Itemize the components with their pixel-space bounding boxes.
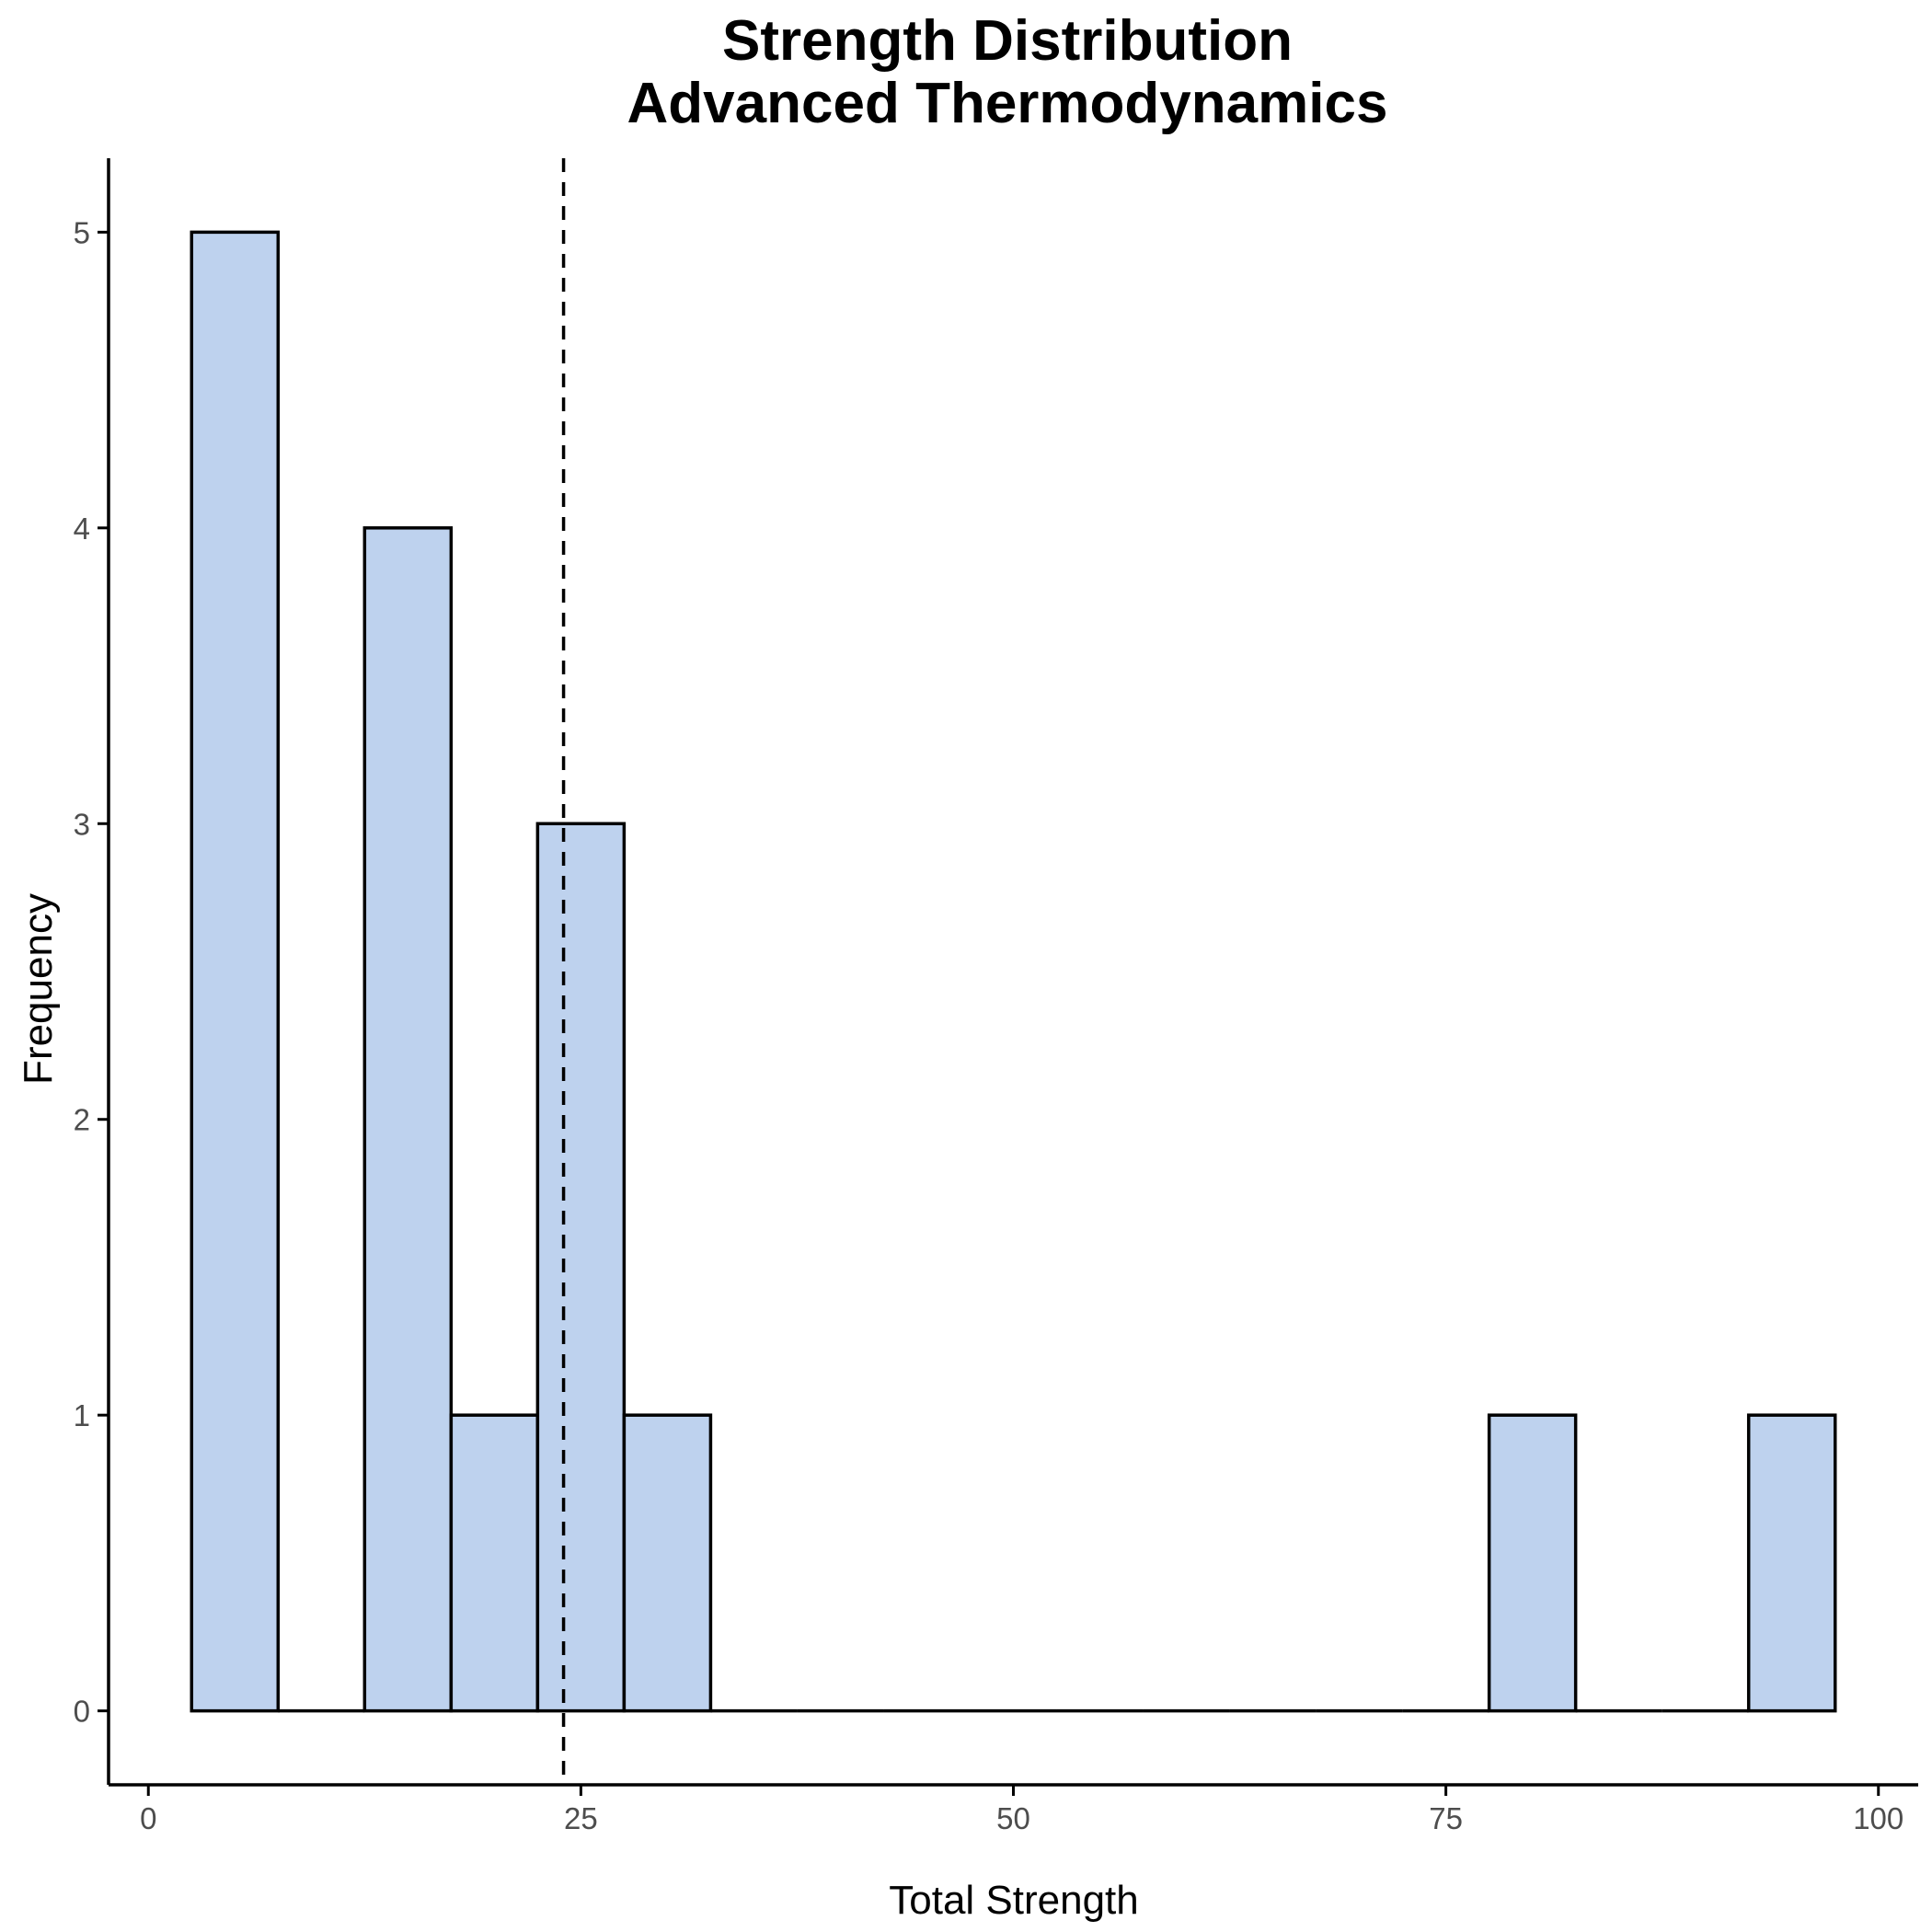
x-tick-label-75: 75 [1429, 1801, 1463, 1835]
y-tick-label-0: 0 [74, 1695, 90, 1729]
histogram-bar-4 [535, 822, 627, 1713]
y-tick-label-5: 5 [74, 215, 90, 249]
histogram-bar-3 [449, 1413, 540, 1713]
x-tick-label-100: 100 [1853, 1801, 1903, 1835]
chart-title-line-1: Strength Distribution [722, 9, 1293, 73]
y-tick-label-1: 1 [74, 1398, 90, 1432]
x-tick-label-0: 0 [140, 1801, 156, 1835]
histogram-bar-18 [1746, 1413, 1837, 1713]
chart-title-line-2: Advanced Thermodynamics [627, 72, 1388, 135]
y-tick-label-2: 2 [74, 1103, 90, 1137]
histogram-bar-0 [190, 230, 281, 1713]
x-axis-title: Total Strength [889, 1878, 1139, 1923]
histogram-bar-15 [1487, 1413, 1578, 1713]
y-axis-title: Frequency [16, 893, 61, 1085]
bars-group [190, 230, 1837, 1713]
x-ticks-group: 0 25 50 75 100 [140, 1785, 1903, 1835]
y-ticks-group: 0 1 2 3 4 5 [74, 215, 109, 1729]
y-tick-label-4: 4 [74, 512, 90, 546]
x-tick-label-25: 25 [564, 1801, 598, 1835]
histogram-bar-5 [622, 1413, 713, 1713]
x-tick-label-50: 50 [996, 1801, 1030, 1835]
histogram-bar-2 [362, 526, 454, 1713]
y-tick-label-3: 3 [74, 807, 90, 841]
